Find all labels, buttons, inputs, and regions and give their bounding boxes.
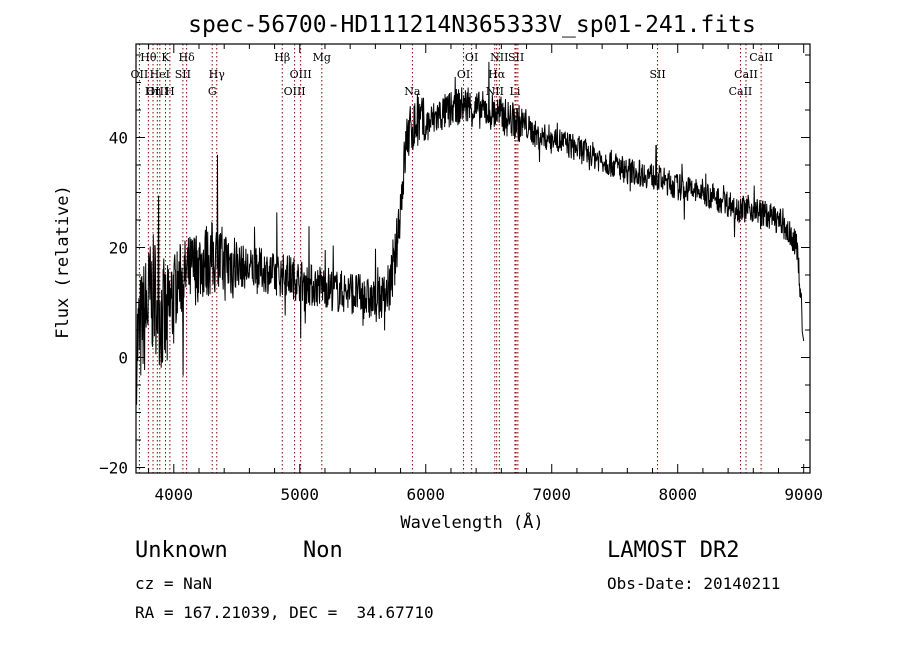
redshift-cz: cz = NaN: [135, 574, 213, 593]
x-tick-label: 8000: [658, 485, 697, 504]
chart-title: spec-56700-HD111214N365333V_sp01-241.fit…: [188, 12, 756, 38]
x-tick-label: 7000: [532, 485, 571, 504]
line-label: NII: [486, 85, 504, 98]
y-axis-ticks: −20 0 20 40: [99, 54, 810, 478]
observation-date: Obs-Date: 20140211: [607, 574, 781, 593]
line-label: SII: [649, 68, 665, 81]
line-label: HeI: [150, 68, 170, 81]
line-label: CaII: [749, 51, 773, 64]
y-tick-label: 40: [109, 129, 128, 148]
line-label: Mg: [313, 51, 331, 64]
x-tick-label: 6000: [406, 485, 445, 504]
line-label: Hβ: [274, 51, 290, 64]
line-label: Hγ: [209, 68, 226, 81]
line-label: SII: [508, 51, 524, 64]
x-axis-ticks: 4000 5000 6000 7000 8000 9000: [148, 44, 823, 504]
line-label: G: [208, 85, 217, 98]
line-label: Na: [404, 85, 421, 98]
x-tick-label: 9000: [784, 485, 823, 504]
line-label: Li: [510, 85, 521, 98]
object-subclass: Non: [303, 538, 343, 563]
x-tick-label: 5000: [281, 485, 320, 504]
line-label: NII: [490, 51, 508, 64]
line-label: Hδ: [179, 51, 196, 64]
y-tick-label: 20: [109, 239, 128, 258]
line-label: SII: [175, 68, 191, 81]
object-type: Unknown: [135, 538, 228, 563]
line-label: Hα: [488, 68, 506, 81]
coordinates: RA = 167.21039, DEC = 34.67710: [135, 603, 434, 622]
y-tick-label: −20: [99, 459, 128, 478]
x-tick-label: 4000: [155, 485, 194, 504]
x-axis-label: Wavelength (Å): [400, 511, 543, 533]
line-label: OI: [457, 68, 470, 81]
line-label: H: [165, 85, 175, 98]
line-label: OII: [131, 68, 149, 81]
line-label: CaII: [729, 85, 753, 98]
plot-frame: [135, 43, 811, 474]
y-tick-label: 0: [118, 349, 128, 368]
line-label: OIII: [284, 85, 306, 98]
line-label: Hη: [145, 85, 161, 98]
line-label: OI: [465, 51, 478, 64]
survey-name: LAMOST DR2: [607, 538, 740, 563]
line-label: Hθ: [140, 51, 157, 64]
spectrum-line: [136, 61, 805, 405]
line-label: CaII: [734, 68, 758, 81]
emission-line-labels: HθOIIOIIIKHeIHηHδSIIHHγGHβOIIIOIIIMgNaOI…: [131, 51, 773, 98]
line-label: OIII: [290, 68, 312, 81]
line-label: OIII: [146, 85, 168, 98]
y-axis-label: Flux (relative): [53, 185, 73, 339]
emission-line-markers: [138, 44, 762, 473]
line-label: K: [161, 51, 170, 64]
